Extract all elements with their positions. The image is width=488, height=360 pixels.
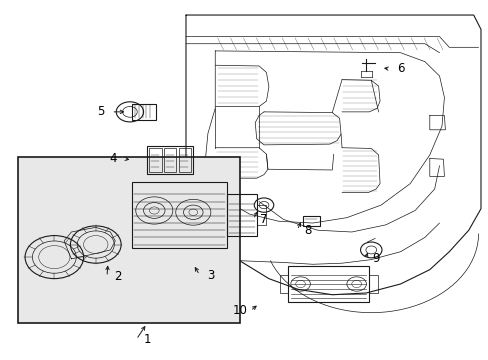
Bar: [132, 104, 156, 120]
Bar: [303, 216, 320, 226]
Bar: [147, 146, 193, 174]
Text: 1: 1: [143, 333, 150, 346]
Text: 7: 7: [260, 213, 267, 226]
Bar: [288, 266, 368, 302]
Text: 6: 6: [396, 62, 404, 75]
Text: 8: 8: [304, 224, 311, 237]
Text: 4: 4: [109, 152, 116, 165]
Bar: [178, 148, 190, 172]
Bar: [227, 194, 256, 235]
Bar: [132, 182, 227, 248]
Bar: [256, 205, 266, 225]
Text: 9: 9: [372, 252, 379, 265]
Bar: [279, 275, 288, 293]
Bar: [149, 148, 161, 172]
Text: 5: 5: [97, 105, 104, 118]
Bar: [163, 148, 176, 172]
Bar: [18, 157, 239, 323]
Text: 2: 2: [114, 270, 121, 283]
Text: 3: 3: [206, 269, 214, 282]
Bar: [368, 275, 377, 293]
Text: 10: 10: [232, 305, 246, 318]
